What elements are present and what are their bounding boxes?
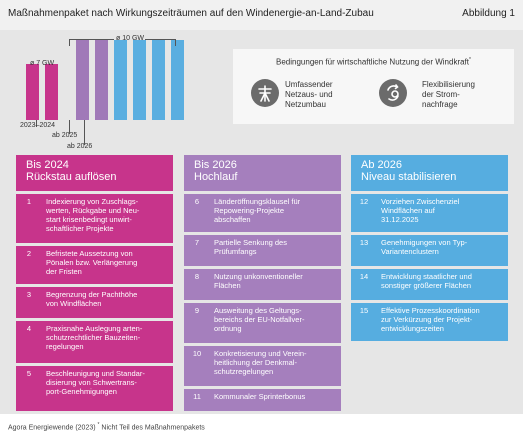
measure-item: 9 Ausweitung des Geltungs-bereichs der E… — [184, 303, 341, 343]
figure-number: Abbildung 1 — [462, 8, 515, 19]
footnote-text: Nicht Teil des Maßnahmenpakets — [101, 424, 205, 432]
measure-item: 15 Effektive Prozesskoordination zur Verk… — [351, 303, 508, 341]
bar-2023 — [26, 64, 39, 120]
bracket-tick-left — [69, 39, 70, 46]
period-tick-1 — [36, 120, 37, 127]
column-bis-2024: Bis 2024 Rückstau auflösen 1 Indexierung… — [16, 155, 173, 411]
measure-item: 3 Begrenzung der Pachthöhe von Windfläche… — [16, 287, 173, 318]
bar-2024 — [45, 64, 58, 120]
period-label-2023-2024: 2023–2024 — [20, 122, 56, 129]
demand-flexibility-icon — [379, 79, 407, 107]
conditions-box: Bedingungen für wirtschaftliche Nutzung … — [233, 49, 514, 124]
measure-item: 13 Genehmigungen von Typ- Variantencluste… — [351, 235, 508, 266]
measure-item: 1 Indexierung von Zuschlags-werten, Rück… — [16, 194, 173, 243]
figure-title: Maßnahmenpaket nach Wirkungszeiträumen a… — [8, 8, 374, 19]
bar-2028 — [133, 40, 146, 120]
measure-item: 5 Beschleunigung und Standar-disierung v… — [16, 366, 173, 411]
period-label-2026: ab 2026 — [67, 143, 93, 150]
column-header: Ab 2026 Niveau stabilisieren — [351, 155, 508, 191]
measure-item: 11 Kommunaler Sprinterbonus — [184, 389, 341, 411]
column-ab-2026: Ab 2026 Niveau stabilisieren 12 Vorziehe… — [351, 155, 508, 341]
measure-item: 4 Praxisnahe Auslegung arten-schutzrecht… — [16, 321, 173, 363]
measure-item: 7 Partielle Senkung des Prüfumfangs — [184, 235, 341, 266]
column-header: Bis 2026 Hochlauf — [184, 155, 341, 191]
period-tick-3 — [84, 120, 85, 145]
source-text: Agora Energiewende (2023) — [8, 424, 96, 432]
measure-item: 6 Länderöffnungsklausel für Repowering-Pr… — [184, 194, 341, 232]
column-bis-2026: Bis 2026 Hochlauf 6 Länderöffnungsklause… — [184, 155, 341, 411]
measure-item: 8 Nutzung unkonventioneller Flächen — [184, 269, 341, 300]
bar-2027 — [114, 40, 127, 120]
bar-2025 — [76, 40, 89, 120]
measure-item: 12 Vorziehen Zwischenziel Windflächen auf… — [351, 194, 508, 232]
bracket-tick-right — [175, 39, 176, 46]
source-footer: Agora Energiewende (2023) * Nicht Teil d… — [8, 422, 205, 432]
condition-grid-text: Umfassender Netzaus- und Netzumbau — [285, 80, 333, 109]
label-avg-10gw: ø 10 GW — [116, 35, 145, 42]
period-tick-2 — [69, 120, 70, 134]
measure-item: 2 Befristete Aussetzung von Pönalen bzw. … — [16, 246, 173, 284]
bar-chart: ø 7 GW ø 10 GW 2023–2024 ab 2025 ab 2026 — [8, 30, 228, 155]
label-avg-7gw: ø 7 GW — [30, 60, 55, 67]
bracket-line-right — [145, 39, 175, 40]
conditions-title: Bedingungen für wirtschaftliche Nutzung … — [276, 57, 471, 67]
figure-header: Maßnahmenpaket nach Wirkungszeiträumen a… — [0, 0, 523, 30]
condition-demand-text: Flexibilisierung der Strom- nachfrage — [422, 80, 475, 109]
bars-group — [26, 40, 226, 120]
measure-item: 14 Entwicklung staatlicher und sonstiger … — [351, 269, 508, 300]
measure-item: 10 Konkretisierung und Verein-heitlichun… — [184, 346, 341, 386]
period-label-2025: ab 2025 — [52, 132, 78, 139]
bracket-line — [69, 39, 114, 40]
bar-2026 — [95, 40, 108, 120]
column-header: Bis 2024 Rückstau auflösen — [16, 155, 173, 191]
power-pylon-icon — [251, 79, 279, 107]
bar-2029 — [152, 40, 165, 120]
bar-2030 — [171, 40, 184, 120]
